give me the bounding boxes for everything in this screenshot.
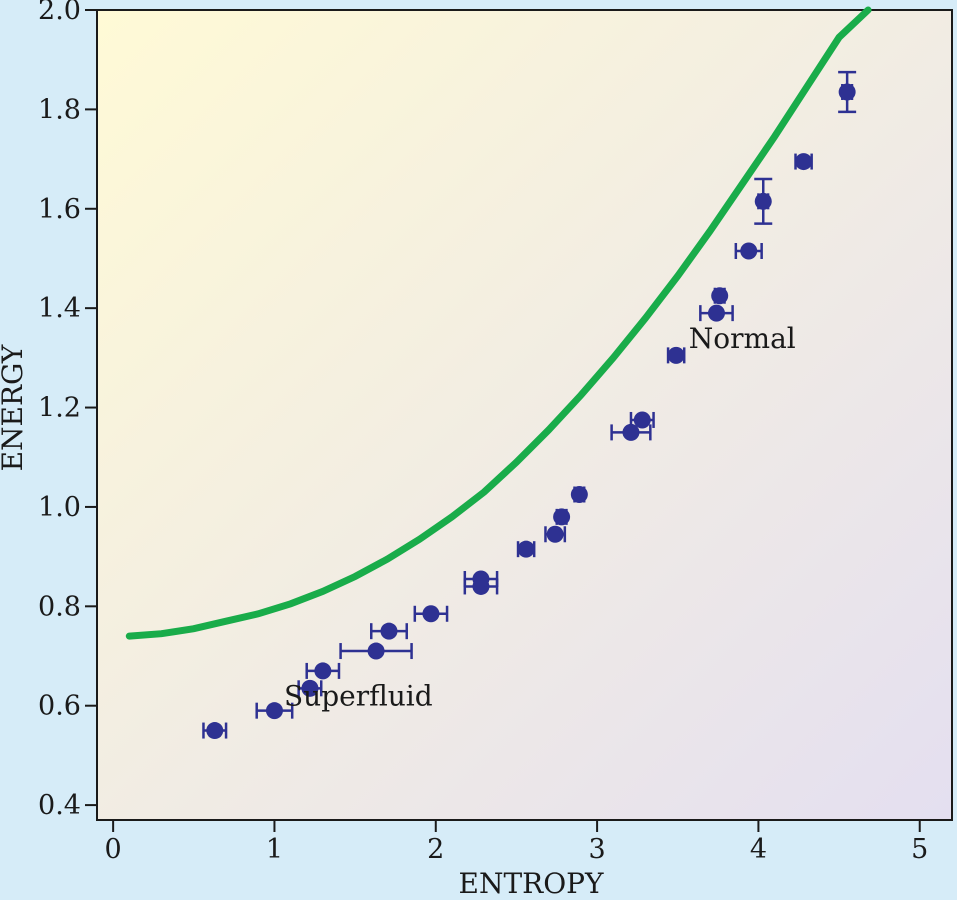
- data-marker: [517, 540, 535, 558]
- data-marker: [795, 153, 813, 171]
- data-point: [463, 570, 499, 588]
- data-marker: [301, 679, 319, 697]
- y-tick-label: 1.6: [38, 194, 81, 225]
- data-marker: [367, 642, 385, 660]
- data-marker: [472, 570, 490, 588]
- data-point: [570, 486, 588, 504]
- x-axis-title: ENTROPY: [459, 867, 604, 896]
- x-tick-label: 5: [911, 834, 928, 865]
- normal-region-label: Normal: [689, 322, 796, 355]
- x-tick-label: 0: [105, 834, 122, 865]
- data-point: [297, 679, 323, 697]
- labels-layer: ENTROPY ENERGY Normal Superfluid: [0, 322, 796, 900]
- data-marker: [570, 486, 588, 504]
- data-point: [305, 662, 341, 680]
- x-tick-label: 3: [589, 834, 606, 865]
- data-points-layer: [202, 70, 857, 740]
- data-marker: [754, 192, 772, 210]
- data-marker: [711, 287, 729, 305]
- y-tick-label: 2.0: [38, 0, 81, 26]
- data-marker: [553, 508, 571, 526]
- data-point: [202, 722, 228, 740]
- y-tick-label: 0.8: [38, 591, 81, 622]
- y-axis: 0.4 0.6 0.8 1.0 1.2 1.4 1.6 1.8 2.0: [38, 0, 97, 821]
- data-point: [629, 411, 655, 429]
- data-point: [610, 423, 652, 441]
- normal-fluid-curve: [125, 6, 872, 640]
- data-point: [754, 177, 773, 225]
- data-marker: [422, 605, 440, 623]
- data-marker: [380, 622, 398, 640]
- data-point: [794, 153, 813, 171]
- y-tick-label: 1.8: [38, 94, 81, 125]
- data-point: [699, 304, 734, 322]
- data-marker: [314, 662, 332, 680]
- data-point: [516, 540, 536, 558]
- data-marker: [622, 423, 640, 441]
- superfluid-region-label: Superfluid: [284, 680, 433, 713]
- normal-curve-layer: [125, 6, 872, 640]
- data-marker: [740, 242, 758, 260]
- y-tick-label: 1.4: [38, 293, 81, 324]
- data-point: [413, 605, 449, 623]
- data-marker: [265, 702, 283, 720]
- data-marker: [633, 411, 651, 429]
- data-point: [734, 242, 763, 260]
- data-point: [255, 702, 294, 720]
- y-tick-label: 1.0: [38, 492, 81, 523]
- x-tick-label: 1: [266, 834, 283, 865]
- x-tick-label: 2: [427, 834, 444, 865]
- y-tick-label: 0.4: [38, 790, 81, 821]
- data-point: [339, 642, 413, 660]
- y-tick-label: 0.6: [38, 691, 81, 722]
- data-marker: [707, 304, 725, 322]
- x-tick-label: 4: [750, 834, 767, 865]
- data-marker: [546, 525, 564, 543]
- data-marker: [206, 722, 224, 740]
- y-axis-title: ENERGY: [0, 344, 29, 471]
- data-marker: [667, 346, 685, 364]
- data-marker: [838, 83, 856, 101]
- x-axis: 0 1 2 3 4 5: [105, 820, 928, 865]
- data-point: [838, 70, 857, 114]
- data-point: [666, 346, 686, 364]
- data-point: [544, 525, 567, 543]
- data-point: [711, 287, 729, 305]
- plot-area: [96, 9, 953, 821]
- y-tick-label: 1.2: [38, 393, 81, 424]
- data-point: [369, 622, 408, 640]
- data-point: [553, 508, 571, 526]
